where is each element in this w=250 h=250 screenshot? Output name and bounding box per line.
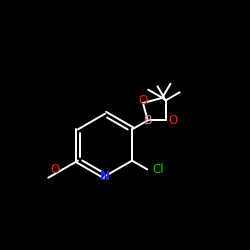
Text: O: O <box>168 114 177 127</box>
Text: Cl: Cl <box>152 163 164 176</box>
Text: B: B <box>143 114 152 127</box>
Text: O: O <box>138 94 147 107</box>
Text: O: O <box>51 163 60 176</box>
Text: N: N <box>100 170 110 183</box>
